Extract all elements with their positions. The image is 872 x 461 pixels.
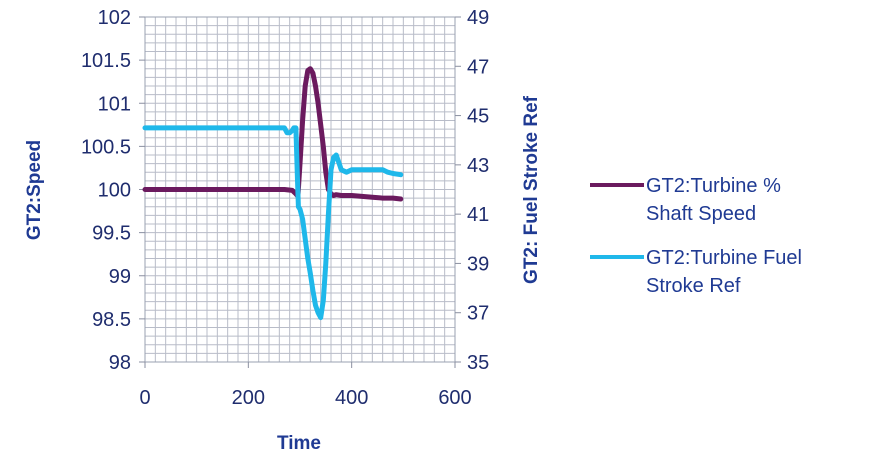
y-right-tick-label: 37 [467, 303, 489, 325]
y-right-tick-label: 49 [467, 7, 489, 29]
y-axis-left-title: GT2:Speed [24, 140, 45, 240]
y-left-tick-label: 100.5 [81, 136, 131, 158]
x-tick-label: 400 [335, 387, 368, 409]
series-line-fuel-stroke [142, 125, 404, 321]
legend-label-fuel-stroke-line2: Stroke Ref [646, 275, 741, 297]
legend-label-fuel-stroke: GT2:Turbine Fuel Stroke Ref [646, 247, 808, 297]
y-left-tick-label: 98.5 [92, 309, 131, 331]
y-left-tick-label: 99 [109, 266, 131, 288]
series-lines [142, 66, 404, 321]
legend-label-fuel-stroke-line1: GT2:Turbine Fuel [646, 247, 802, 269]
legend-label-shaft-speed: GT2:Turbine % Shaft Speed [646, 175, 786, 225]
legend-label-shaft-speed-line2: Shaft Speed [646, 203, 756, 225]
y-left-tick-label: 99.5 [92, 223, 131, 245]
y-axis-right-title: GT2: Fuel Stroke Ref [521, 95, 542, 284]
tick-labels: 98 98.5 99 99.5 100 100.5 101 101.5 102 35 37 39 41 4… [81, 7, 489, 409]
y-left-tick-label: 102 [98, 7, 131, 29]
y-left-tick-label: 101.5 [81, 50, 131, 72]
y-right-tick-label: 43 [467, 155, 489, 177]
y-right-tick-label: 45 [467, 106, 489, 128]
x-tick-label: 200 [232, 387, 265, 409]
legend-label-shaft-speed-line1: GT2:Turbine % [646, 175, 781, 197]
x-axis-title: Time [277, 433, 321, 454]
y-left-tick-label: 100 [98, 180, 131, 202]
y-left-tick-label: 101 [98, 93, 131, 115]
legend: GT2:Turbine % Shaft Speed GT2:Turbine Fu… [590, 175, 808, 297]
x-tick-label: 0 [139, 387, 150, 409]
y-left-tick-label: 98 [109, 352, 131, 374]
y-right-tick-label: 41 [467, 204, 489, 226]
series-line-shaft-speed [142, 66, 404, 202]
y-right-tick-label: 35 [467, 352, 489, 374]
x-tick-label: 600 [438, 387, 471, 409]
y-right-tick-label: 47 [467, 56, 489, 78]
y-right-tick-label: 39 [467, 253, 489, 275]
